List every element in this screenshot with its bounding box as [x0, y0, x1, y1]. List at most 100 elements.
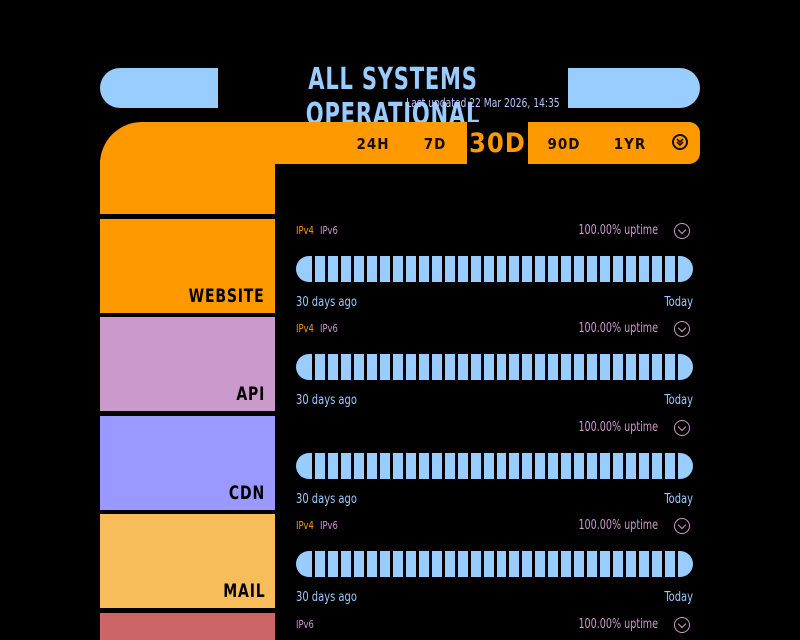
- bar-segment-divider: [403, 354, 406, 380]
- bar-segment-divider: [468, 354, 471, 380]
- bar-segment-divider: [455, 354, 458, 380]
- bar-segment-divider: [351, 354, 354, 380]
- bar-segment-divider: [558, 354, 561, 380]
- bar-segment-divider: [506, 453, 509, 479]
- bar-segment-divider: [481, 256, 484, 282]
- bar-segment-divider: [623, 453, 626, 479]
- bar-segment-divider: [312, 453, 315, 479]
- bar-segment-divider: [325, 551, 328, 577]
- header-left-pill: [100, 68, 218, 108]
- tag-ipv4: IPv4: [296, 322, 314, 335]
- range-24h-button[interactable]: 24H: [356, 135, 390, 153]
- uptime-bar[interactable]: [296, 256, 693, 282]
- bar-segment-divider: [558, 256, 561, 282]
- range-30d-button-selected[interactable]: 30D: [467, 122, 528, 164]
- bar-segment-divider: [584, 551, 587, 577]
- bar-segment-divider: [468, 551, 471, 577]
- bar-segment-divider: [532, 551, 535, 577]
- bar-segment-divider: [623, 551, 626, 577]
- bar-segment-divider: [610, 256, 613, 282]
- bar-segment-divider: [649, 453, 652, 479]
- bar-segment-divider: [429, 453, 432, 479]
- bar-segment-divider: [429, 256, 432, 282]
- bar-segment-divider: [545, 256, 548, 282]
- last-updated: Last updated 22 Mar 2026, 14:35: [406, 96, 560, 110]
- axis-start-label: 30 days ago: [296, 393, 357, 408]
- range-bar: [100, 122, 700, 164]
- service-block-mail[interactable]: MAIL: [100, 514, 275, 608]
- chevron-down-icon[interactable]: [674, 617, 690, 633]
- uptime-text: 100.00% uptime: [578, 420, 658, 435]
- elbow-cutout: [275, 164, 315, 214]
- tag-ipv4: IPv4: [296, 519, 314, 532]
- bar-segment-divider: [545, 551, 548, 577]
- bar-segment-divider: [403, 453, 406, 479]
- range-1yr-button[interactable]: 1YR: [613, 135, 647, 153]
- chevron-down-icon[interactable]: [674, 420, 690, 436]
- bar-segment-divider: [494, 551, 497, 577]
- bar-segment-divider: [455, 453, 458, 479]
- service-block-cdn[interactable]: CDN: [100, 416, 275, 510]
- bar-segment-divider: [636, 551, 639, 577]
- uptime-bar[interactable]: [296, 551, 693, 577]
- bar-segment-divider: [390, 256, 393, 282]
- bar-segment-divider: [519, 453, 522, 479]
- uptime-text: 100.00% uptime: [578, 321, 658, 336]
- bar-segment-divider: [558, 551, 561, 577]
- chevron-down-icon[interactable]: [674, 223, 690, 239]
- chevron-down-icon[interactable]: [674, 321, 690, 337]
- page-title: ALL SYSTEMS OPERATIONAL: [305, 62, 481, 132]
- bar-segment-divider: [532, 256, 535, 282]
- bar-segment-divider: [312, 551, 315, 577]
- bar-segment-divider: [442, 453, 445, 479]
- service-block-website[interactable]: WEBSITE: [100, 219, 275, 313]
- bar-segment-divider: [429, 551, 432, 577]
- bar-segment-divider: [519, 354, 522, 380]
- bar-segment-divider: [377, 256, 380, 282]
- bar-segment-divider: [312, 354, 315, 380]
- bar-segment-divider: [338, 453, 341, 479]
- bar-segment-divider: [636, 453, 639, 479]
- bar-segment-divider: [649, 256, 652, 282]
- bar-segment-divider: [571, 551, 574, 577]
- chevron-down-icon[interactable]: [674, 518, 690, 534]
- bar-segment-divider: [377, 354, 380, 380]
- axis-start-label: 30 days ago: [296, 492, 357, 507]
- uptime-text: 100.00% uptime: [578, 518, 658, 533]
- service-block-api[interactable]: API: [100, 317, 275, 411]
- bar-segment-divider: [364, 354, 367, 380]
- bar-segment-divider: [519, 256, 522, 282]
- bar-segment-divider: [312, 256, 315, 282]
- range-7d-button[interactable]: 7D: [423, 135, 447, 153]
- bar-segment-divider: [390, 453, 393, 479]
- bar-segment-divider: [649, 354, 652, 380]
- bar-segment-divider: [675, 551, 678, 577]
- bar-segment-divider: [325, 354, 328, 380]
- bar-segment-divider: [390, 354, 393, 380]
- bar-segment-divider: [662, 551, 665, 577]
- range-90d-button[interactable]: 90D: [547, 135, 581, 153]
- bar-segment-divider: [545, 453, 548, 479]
- tag-ipv6: IPv6: [320, 224, 338, 237]
- axis-end-label: Today: [664, 295, 693, 310]
- bar-segment-divider: [584, 453, 587, 479]
- bar-segment-divider: [481, 551, 484, 577]
- tag-ipv6: IPv6: [296, 618, 314, 631]
- bar-segment-divider: [571, 256, 574, 282]
- uptime-bar[interactable]: [296, 453, 693, 479]
- uptime-text: 100.00% uptime: [578, 617, 658, 632]
- uptime-text: 100.00% uptime: [578, 223, 658, 238]
- bar-segment-divider: [351, 256, 354, 282]
- bar-segment-divider: [442, 551, 445, 577]
- bar-segment-divider: [675, 453, 678, 479]
- bar-segment-divider: [545, 354, 548, 380]
- uptime-bar[interactable]: [296, 354, 693, 380]
- expand-all-icon[interactable]: [672, 134, 688, 150]
- axis-end-label: Today: [664, 590, 693, 605]
- bar-segment-divider: [338, 354, 341, 380]
- bar-segment-divider: [455, 256, 458, 282]
- bar-segment-divider: [468, 453, 471, 479]
- service-block-unnamed[interactable]: [100, 613, 275, 640]
- bar-segment-divider: [584, 354, 587, 380]
- bar-segment-divider: [558, 453, 561, 479]
